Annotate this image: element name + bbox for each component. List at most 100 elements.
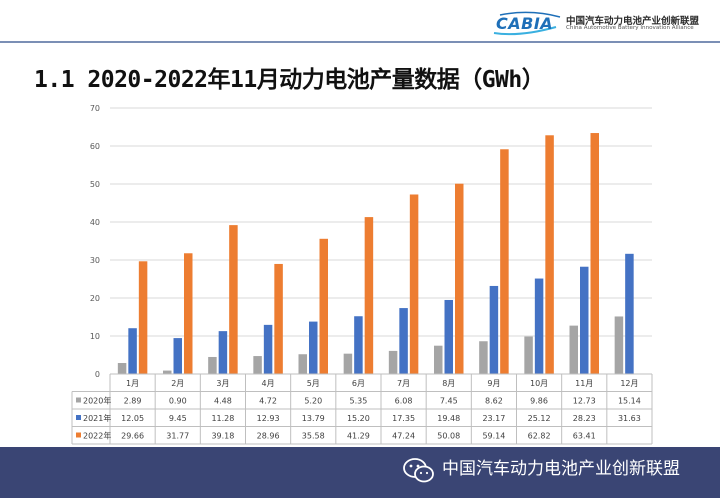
bar (173, 338, 182, 374)
bar (479, 341, 488, 374)
bar (625, 253, 634, 374)
y-tick-label: 10 (90, 332, 100, 341)
data-label: 50.08 (437, 432, 460, 441)
data-label: 28.23 (573, 414, 596, 423)
wechat-icon (403, 458, 434, 483)
bar (184, 253, 193, 374)
data-label: 5.20 (304, 397, 322, 406)
data-label: 12.05 (121, 414, 144, 423)
y-tick-label: 30 (90, 256, 100, 265)
bar (117, 363, 127, 374)
data-label: 39.18 (211, 432, 234, 441)
data-label: 63.41 (573, 432, 596, 441)
bar (500, 149, 509, 374)
bar (364, 217, 374, 374)
bar (218, 331, 228, 374)
data-label: 59.14 (482, 432, 505, 441)
bar (534, 278, 544, 374)
bar (388, 350, 398, 374)
data-label: 28.96 (257, 432, 280, 441)
bar (524, 336, 533, 374)
bar (298, 354, 307, 374)
org-name-en: China Automotive Battery Innovation Alli… (566, 25, 694, 31)
data-label: 4.72 (259, 397, 277, 406)
bar (163, 370, 172, 374)
x-category-label: 5月 (307, 379, 320, 388)
data-label: 15.20 (347, 414, 370, 423)
y-tick-label: 70 (90, 104, 100, 113)
bar (309, 321, 318, 374)
bar (444, 299, 453, 374)
bar (545, 135, 554, 374)
bar (399, 308, 408, 374)
x-category-label: 3月 (216, 379, 229, 388)
bar (319, 238, 328, 374)
cabia-logo-icon (493, 11, 561, 36)
data-label: 31.77 (166, 432, 189, 441)
legend-label: 2022年 (83, 431, 111, 441)
bar (263, 324, 273, 374)
data-label: 17.35 (392, 414, 415, 423)
data-label: 8.62 (485, 397, 503, 406)
data-label: 11.28 (211, 414, 234, 423)
bar (590, 133, 599, 374)
x-category-label: 12月 (620, 379, 638, 388)
bar (434, 345, 443, 374)
bar (208, 356, 217, 374)
data-label: 12.93 (257, 414, 280, 423)
x-category-label: 8月 (442, 379, 455, 388)
data-label: 35.58 (302, 432, 325, 441)
bar (128, 328, 137, 374)
x-category-label: 7月 (397, 379, 410, 388)
data-label: 25.12 (528, 414, 551, 423)
bar (569, 325, 578, 374)
data-label: 47.24 (392, 432, 415, 441)
bar (409, 194, 419, 374)
data-label: 13.79 (302, 414, 325, 423)
y-tick-label: 20 (90, 294, 100, 303)
data-label: 7.45 (440, 397, 458, 406)
data-label: 15.14 (618, 397, 641, 406)
x-category-label: 1月 (126, 379, 139, 388)
bar (253, 356, 262, 374)
legend-swatch (76, 415, 81, 420)
page-title: 1.1 2020-2022年11月动力电池产量数据（GWh） (34, 67, 545, 93)
data-label: 41.29 (347, 432, 370, 441)
data-label: 12.73 (573, 397, 596, 406)
legend-label: 2020年 (83, 396, 111, 406)
footer-bar: 中国汽车动力电池产业创新联盟 (0, 447, 720, 498)
bar (343, 353, 353, 374)
bar (138, 261, 148, 374)
legend-label: 2021年 (83, 413, 111, 423)
bar (229, 225, 238, 374)
x-category-label: 11月 (575, 379, 593, 388)
x-category-label: 10月 (530, 379, 548, 388)
org-logo: CABIA 中国汽车动力电池产业创新联盟 China Automotive Ba… (490, 11, 720, 37)
bar (580, 266, 589, 374)
legend-swatch (76, 432, 81, 438)
bar (489, 285, 499, 374)
logo-mark-text: CABIA (496, 14, 554, 33)
data-label: 4.48 (214, 397, 232, 406)
bar (614, 316, 624, 374)
x-category-label: 2月 (171, 379, 184, 388)
org-name-cn: 中国汽车动力电池产业创新联盟 (566, 16, 700, 27)
x-category-label: 9月 (487, 379, 500, 388)
y-tick-label: 40 (90, 218, 100, 227)
x-category-label: 6月 (352, 379, 365, 388)
data-label: 19.48 (437, 414, 460, 423)
data-label: 5.35 (350, 397, 368, 406)
y-tick-label: 0 (95, 370, 100, 379)
legend-swatch (76, 397, 81, 403)
bar (274, 263, 283, 374)
bar (354, 316, 363, 374)
data-label: 9.45 (169, 414, 187, 423)
data-label: 31.63 (618, 414, 641, 423)
data-label: 23.17 (482, 414, 505, 423)
production-bar-chart: 0 10 20 30 40 50 60 70 1月 2月 3月 4月 5月 6月 7月 8月 9月 10月 11月 1… (71, 104, 653, 445)
x-category-label: 4月 (262, 379, 275, 388)
header-divider (0, 41, 720, 43)
data-label: 9.86 (530, 397, 548, 406)
data-label: 6.08 (395, 397, 413, 406)
y-tick-label: 50 (90, 180, 100, 189)
